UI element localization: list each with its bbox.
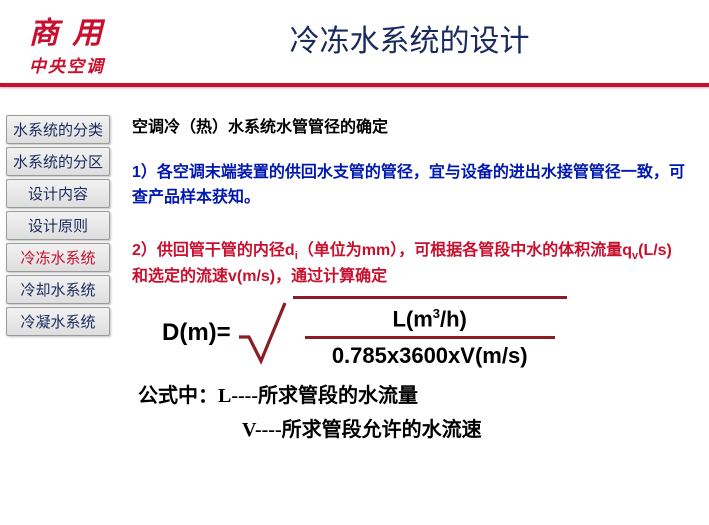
paragraph-2: 2）供回管干管的内径di（单位为mm），可根据各管段中水的体积流量qv(L/s)… [132, 239, 687, 290]
nav-classification[interactable]: 水系统的分类 [6, 115, 110, 144]
brand-block: 商 用 中央空调 [12, 8, 122, 77]
header: 商 用 中央空调 冷冻水系统的设计 [0, 0, 709, 81]
page-title: 冷冻水系统的设计 [122, 8, 697, 60]
num-sup: 3 [433, 306, 440, 321]
nav-condensate-water[interactable]: 冷凝水系统 [6, 307, 110, 336]
nav-cooling-water[interactable]: 冷却水系统 [6, 275, 110, 304]
fraction-wrap: L(m3/h) 0.785x3600xV(m/s) [293, 296, 567, 371]
explain-line2: V----所求管段允许的水流速 [138, 413, 687, 447]
para2-mid: （单位为mm），可根据各管段中水的体积流量q [298, 242, 632, 259]
radical-vinculum [293, 296, 567, 299]
brand-top: 商 用 [29, 8, 106, 52]
nav-zoning[interactable]: 水系统的分区 [6, 147, 110, 176]
paragraph-1: 1）各空调末端装置的供回水支管的管径，宜与设备的进出水接管管径一致，可查产品样本… [132, 161, 687, 211]
brand-sub: 中央空调 [29, 52, 105, 77]
num-a: L(m [392, 306, 432, 331]
radical-sign [237, 301, 287, 365]
formula-lhs: D(m)= [162, 319, 231, 347]
explanation: 公式中：L----所求管段的水流量 V----所求管段允许的水流速 [138, 379, 687, 447]
num-b: /h) [440, 306, 467, 331]
nav-chilled-water[interactable]: 冷冻水系统 [6, 243, 110, 272]
sidebar: 水系统的分类 水系统的分区 设计内容 设计原则 冷冻水系统 冷却水系统 冷凝水系… [0, 87, 118, 525]
para2-pre: 2）供回管干管的内径d [132, 242, 295, 259]
explain-prefix: 公式中： [138, 385, 218, 407]
fraction: L(m3/h) 0.785x3600xV(m/s) [293, 300, 567, 371]
formula: D(m)= L(m3/h) 0.785x3600xV(m/s) [162, 296, 687, 371]
content-area: 空调冷（热）水系统水管管径的确定 1）各空调末端装置的供回水支管的管径，宜与设备… [118, 87, 709, 525]
main-area: 水系统的分类 水系统的分区 设计内容 设计原则 冷冻水系统 冷却水系统 冷凝水系… [0, 87, 709, 525]
explain-line1: 公式中：L----所求管段的水流量 [138, 379, 687, 413]
section-heading: 空调冷（热）水系统水管管径的确定 [132, 113, 687, 137]
denominator: 0.785x3600xV(m/s) [326, 339, 534, 371]
numerator: L(m3/h) [386, 304, 472, 336]
nav-design-principle[interactable]: 设计原则 [6, 211, 110, 240]
radical-icon [237, 301, 287, 365]
explain-l: L----所求管段的水流量 [218, 385, 418, 407]
nav-design-content[interactable]: 设计内容 [6, 179, 110, 208]
